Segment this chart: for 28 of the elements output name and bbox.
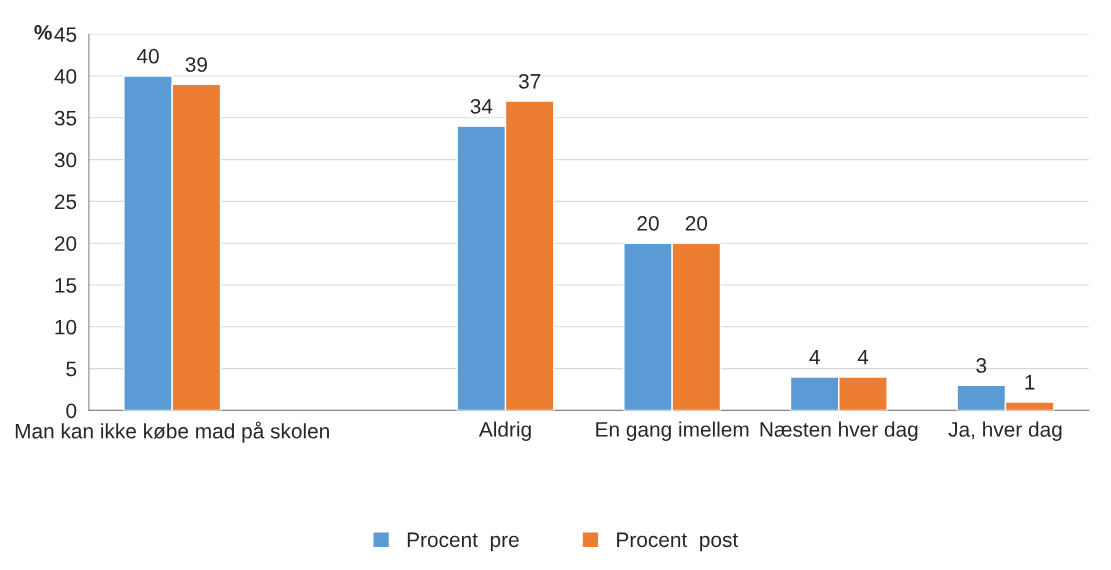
data-label: 4 xyxy=(809,349,820,365)
data-label: 40 xyxy=(136,48,159,64)
y-tick-label: 5 xyxy=(66,361,77,377)
y-tick-label: 35 xyxy=(54,110,77,126)
y-tick-label: 40 xyxy=(54,69,77,84)
data-label: 34 xyxy=(470,98,493,114)
legend-label: Procent pre xyxy=(407,532,519,552)
x-tick-label: En gang imellem xyxy=(596,421,749,441)
y-tick-label: 25 xyxy=(54,194,77,210)
y-tick-label: 0 xyxy=(66,403,77,419)
data-label: 20 xyxy=(685,216,708,231)
y-tick-label: 30 xyxy=(54,152,77,168)
data-label: 37 xyxy=(518,73,541,89)
y-axis-title: % xyxy=(34,25,52,40)
y-tick-label: 20 xyxy=(54,236,77,251)
legend-label: Procent post xyxy=(617,532,739,552)
data-label: 39 xyxy=(185,57,207,72)
y-tick-label: 10 xyxy=(55,319,77,335)
x-tick-label: Aldrig xyxy=(478,421,531,441)
y-tick-label: 45 xyxy=(54,27,77,42)
data-label: 3 xyxy=(976,358,987,373)
data-label: 1 xyxy=(1025,375,1035,390)
x-tick-label: Ja, hver dag xyxy=(948,421,1062,441)
y-tick-label: 15 xyxy=(55,278,77,293)
x-tick-label: Næsten hver dag xyxy=(760,421,918,441)
data-label: 20 xyxy=(637,216,659,231)
data-label: 4 xyxy=(857,349,869,365)
x-tick-label: Man kan ikke købe mad på skolen xyxy=(15,421,329,443)
